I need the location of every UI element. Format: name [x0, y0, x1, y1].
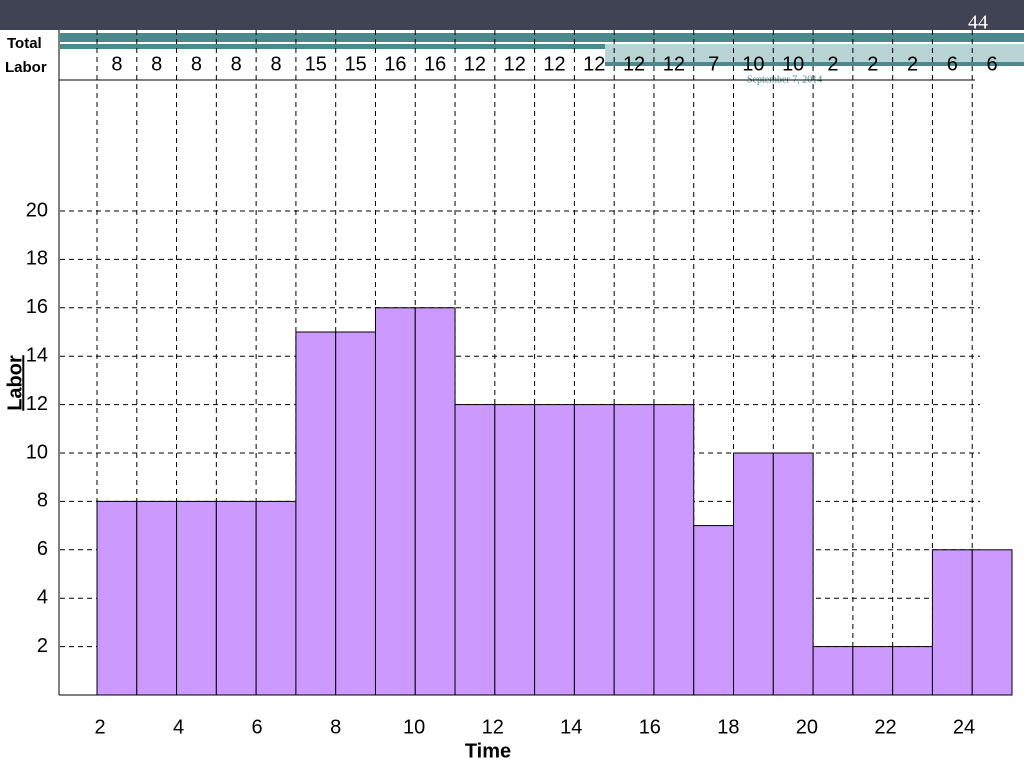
x-tick-label: 14 — [560, 716, 582, 738]
x-tick-label: 16 — [639, 716, 661, 738]
bar — [693, 525, 735, 696]
total-labor-label: 6 — [987, 53, 998, 75]
bar — [215, 500, 257, 696]
bar — [494, 404, 536, 696]
total-labor-label: 6 — [947, 53, 958, 75]
bar — [255, 500, 297, 696]
bar — [374, 307, 416, 696]
x-tick-label: 18 — [717, 716, 739, 738]
header-stripe — [60, 33, 1024, 42]
x-tick-label: 4 — [173, 716, 184, 738]
x-tick-label: 24 — [953, 716, 975, 738]
header-stripe — [605, 44, 1024, 62]
bar — [454, 404, 496, 696]
bar — [931, 549, 973, 696]
bar — [176, 500, 217, 696]
x-tick-label: 8 — [330, 716, 341, 738]
total-labor-label: 12 — [623, 53, 645, 75]
bar — [295, 331, 337, 696]
x-tick-label: 6 — [252, 716, 263, 738]
y-tick-label: 14 — [26, 344, 48, 366]
header-stripe — [60, 44, 605, 49]
total-labor-label: 8 — [111, 53, 122, 75]
total-labor-label: 16 — [424, 53, 446, 75]
total-labor-label: 10 — [742, 53, 764, 75]
x-tick-label: 12 — [482, 716, 504, 738]
total-labor-label: 12 — [504, 53, 526, 75]
header-stripe — [605, 62, 1024, 66]
total-labor-label: 10 — [782, 53, 804, 75]
y-tick-label: 2 — [37, 635, 48, 657]
total-labor-label: 12 — [583, 53, 605, 75]
total-labor-label: 15 — [344, 53, 366, 75]
x-tick-label: 20 — [796, 716, 818, 738]
header-bar — [0, 0, 1024, 30]
bar — [613, 404, 655, 696]
y-tick-label: 10 — [26, 441, 48, 463]
bar — [852, 646, 894, 696]
bar — [335, 331, 376, 696]
total-labor-label: 2 — [827, 53, 838, 75]
total-labor-label: 12 — [464, 53, 486, 75]
bar — [733, 452, 774, 696]
total-labor-label: 8 — [270, 53, 281, 75]
bar — [96, 500, 138, 696]
total-labor-label: 7 — [708, 53, 719, 75]
bar — [534, 404, 575, 696]
y-tick-label: 8 — [37, 490, 48, 512]
total-labor-label: 8 — [191, 53, 202, 75]
bar — [971, 549, 1013, 696]
total-labor-label: 8 — [231, 53, 242, 75]
bar — [653, 404, 695, 696]
y-tick-label: 12 — [26, 393, 48, 415]
bar — [414, 307, 456, 696]
total-labor-label: 12 — [543, 53, 565, 75]
y-tick-label: 6 — [37, 538, 48, 560]
row-label: Labor — [5, 59, 47, 76]
total-labor-label: 2 — [867, 53, 878, 75]
total-labor-label: 16 — [384, 53, 406, 75]
x-tick-label: 2 — [94, 716, 105, 738]
x-tick-label: 22 — [874, 716, 896, 738]
total-labor-label: 15 — [305, 53, 327, 75]
x-axis-label: Time — [465, 740, 511, 762]
bar — [772, 452, 814, 696]
total-labor-label: 12 — [663, 53, 685, 75]
x-tick-label: 10 — [403, 716, 425, 738]
y-tick-label: 4 — [37, 586, 48, 608]
total-labor-label: 2 — [907, 53, 918, 75]
y-tick-label: 20 — [26, 199, 48, 221]
bar — [573, 404, 615, 696]
bar — [136, 500, 178, 696]
y-axis-label: Labor — [4, 355, 26, 411]
slide-number: 44 — [968, 12, 988, 34]
y-tick-label: 18 — [26, 248, 48, 270]
bar — [812, 646, 854, 696]
row-label: Total — [7, 35, 42, 52]
bar — [892, 646, 933, 696]
y-tick-label: 16 — [26, 296, 48, 318]
total-labor-label: 8 — [151, 53, 162, 75]
